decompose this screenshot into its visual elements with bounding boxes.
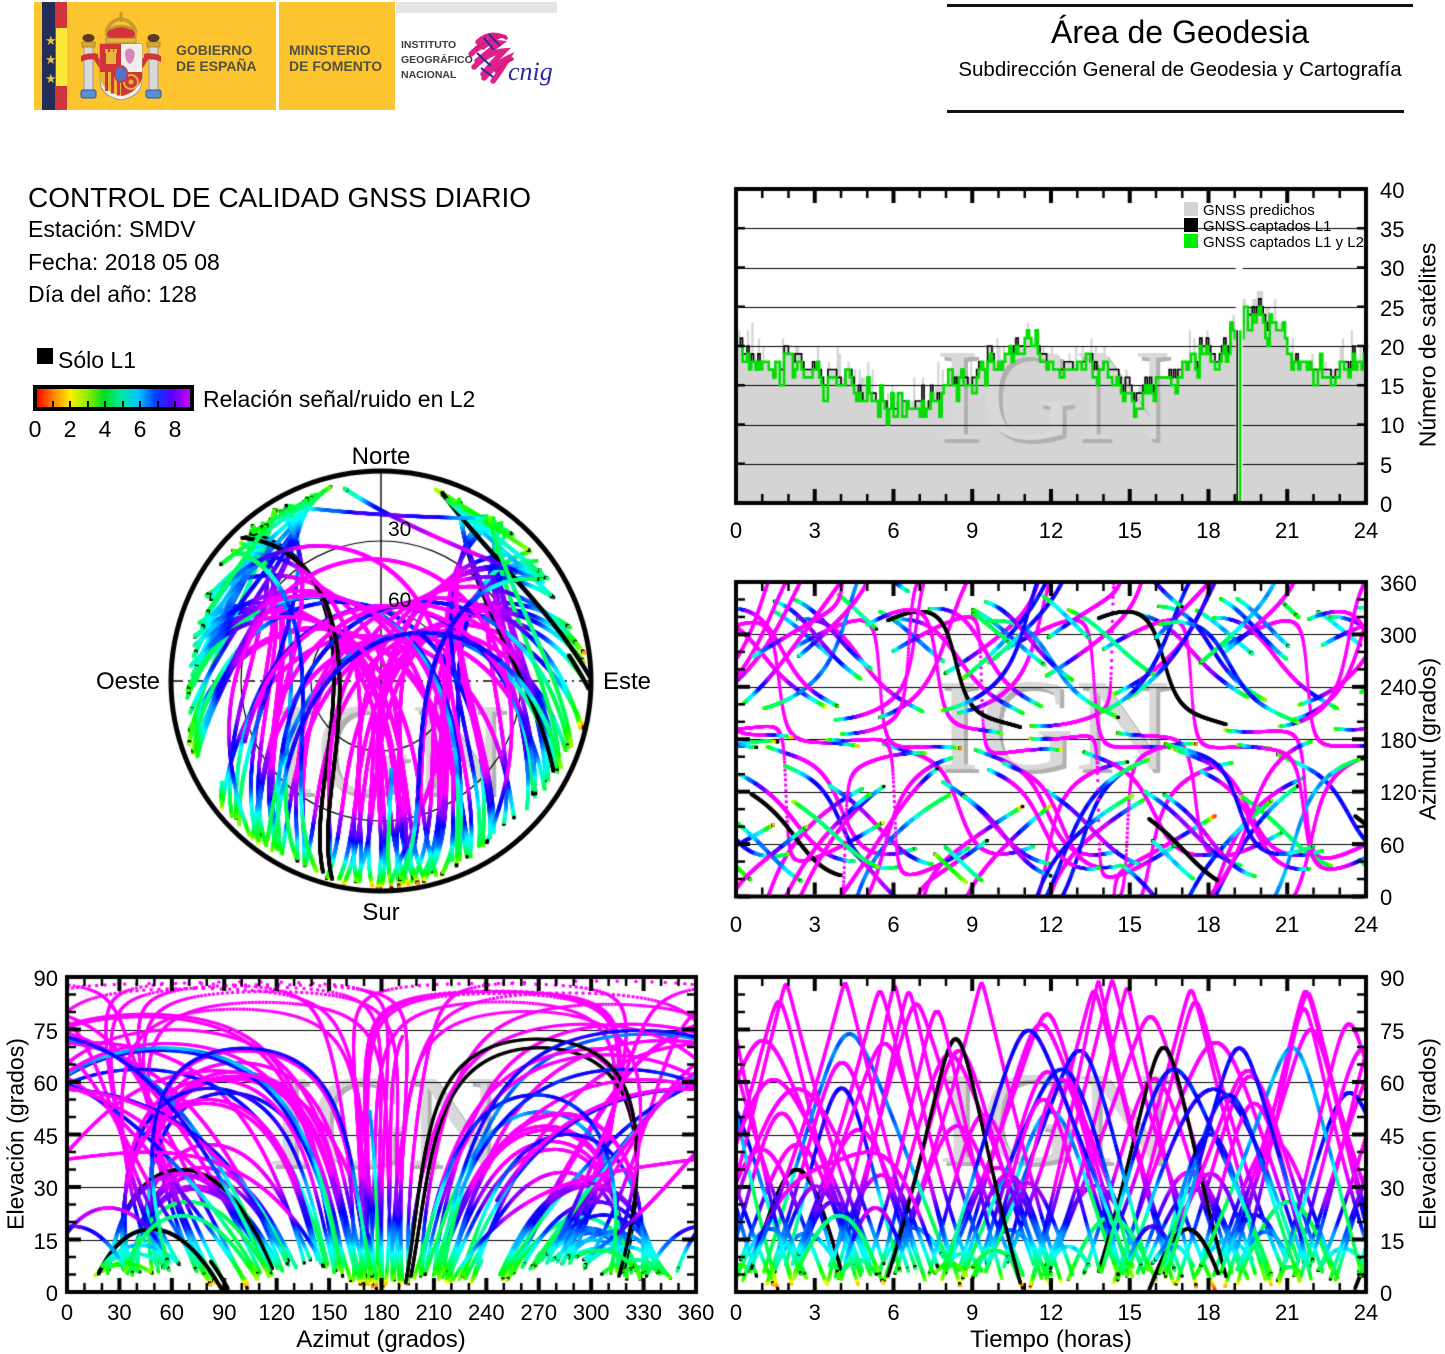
svg-text:cnig: cnig bbox=[508, 57, 553, 86]
